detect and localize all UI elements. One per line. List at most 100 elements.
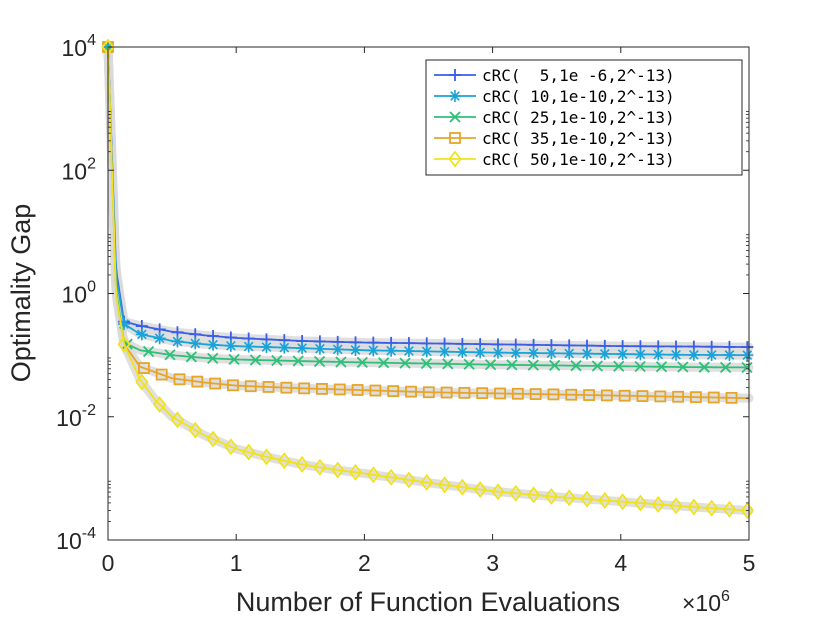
series-2-marker (260, 341, 273, 354)
series-2-marker (670, 348, 683, 361)
legend-label-3: cRC( 25,1e-10,2^-13) (482, 108, 675, 127)
series-3-marker (506, 359, 518, 371)
series-5-marker (366, 466, 380, 484)
legend-label-5: cRC( 50,1e-10,2^-13) (482, 150, 675, 169)
legend-marker-4 (449, 132, 461, 144)
series-3-marker (185, 351, 197, 363)
series-2-marker (456, 346, 469, 359)
series-5-marker (188, 421, 202, 439)
series-2-marker (135, 328, 148, 341)
series-4-marker (369, 384, 382, 397)
series-5-marker (687, 498, 701, 516)
series-5-marker (455, 478, 470, 496)
y-tick-exponent: -2 (82, 402, 96, 419)
series-3-marker (527, 359, 539, 371)
series-4-marker (280, 381, 293, 394)
x-tick-label: 4 (614, 550, 627, 576)
series-4-marker (316, 383, 328, 395)
series-3-marker (570, 360, 582, 372)
series-5-marker (598, 491, 612, 509)
legend-marker-3 (449, 111, 461, 123)
series-4-marker (707, 391, 720, 404)
series-4-marker (458, 386, 471, 399)
series-5-marker (544, 487, 559, 505)
series-5-marker (259, 448, 274, 466)
series-4-marker (155, 368, 168, 381)
series-4-marker (387, 385, 400, 397)
series-2-marker (420, 345, 433, 358)
x-tick-label: 2 (358, 550, 371, 576)
series-3-marker (719, 361, 732, 373)
series-5-marker (651, 495, 665, 513)
series-4-marker (618, 389, 631, 402)
series-2-marker (616, 348, 629, 361)
series-2-marker (687, 348, 700, 361)
legend-label-1: cRC( 5,1e -6,2^-13) (482, 66, 675, 85)
y-axis-label: Optimality Gap (6, 204, 36, 383)
series-4-marker (244, 380, 257, 393)
series-3-marker (442, 358, 454, 370)
series-4-marker (422, 386, 435, 399)
series-5 (101, 38, 754, 519)
y-tick-base: 10 (56, 405, 82, 431)
series-5-marker (402, 471, 416, 489)
series-2-marker (652, 348, 665, 361)
series-5-marker (384, 468, 398, 486)
y-tick-label: 10-2 (56, 402, 96, 431)
series-4-marker (672, 390, 685, 403)
series-2-marker (598, 347, 611, 360)
series-2-marker (563, 347, 576, 360)
series-3-marker (207, 352, 219, 364)
series-line-5 (107, 46, 750, 512)
series-3-marker (335, 356, 347, 368)
series-5-marker (580, 490, 594, 508)
x-axis-label: Number of Function Evaluations (236, 587, 620, 617)
series-5-marker (491, 483, 505, 501)
series-5-marker (152, 396, 167, 413)
series-4-marker (654, 390, 667, 403)
legend-label-4: cRC( 35,1e-10,2^-13) (482, 129, 675, 148)
svg-text:×106: ×106 (682, 588, 730, 616)
series-5-marker (633, 494, 648, 512)
series-5-marker (669, 497, 683, 515)
series-5-marker (437, 476, 452, 494)
series-4-marker (725, 391, 738, 404)
series-4-marker (440, 386, 453, 399)
series-3-marker (378, 357, 390, 369)
series-2-marker (313, 342, 326, 355)
series-5-marker (277, 452, 291, 470)
series-3-marker (698, 361, 710, 373)
y-tick-label: 102 (62, 155, 97, 184)
series-3-marker (399, 357, 411, 369)
series-3-marker (677, 361, 689, 373)
series-2-marker (634, 348, 647, 361)
series-3-marker (356, 356, 368, 369)
x-tick-label: 0 (102, 550, 115, 576)
series-4-marker (137, 362, 150, 374)
series-5-marker (562, 489, 576, 507)
series-4-marker (583, 389, 595, 401)
series-3-marker (164, 349, 176, 361)
series-4-marker (494, 387, 506, 400)
series-5-marker (170, 411, 185, 429)
series-2-marker (402, 345, 415, 358)
series-2-marker (705, 348, 718, 361)
y-tick-exponent: 4 (87, 32, 96, 49)
x-exponent-label: ×106 (682, 588, 730, 616)
series-4-marker (262, 381, 275, 393)
series-2-marker (224, 339, 237, 352)
series-2-marker (527, 347, 540, 360)
series-5-marker (473, 481, 487, 498)
legend-marker-1 (449, 69, 461, 81)
legend: cRC( 5,1e -6,2^-13) cRC( 10,1e-10,2^-13) c… (425, 59, 743, 176)
series-4-marker (191, 375, 204, 388)
series-5-marker (313, 458, 327, 476)
legend-box (425, 59, 743, 176)
series-4-marker (227, 379, 239, 392)
series-5-marker (420, 474, 434, 491)
series-2-marker (723, 349, 736, 362)
series-2-marker (367, 344, 380, 357)
series-3-marker (463, 358, 475, 370)
legend-label-2: cRC( 10,1e-10,2^-13) (482, 87, 675, 106)
